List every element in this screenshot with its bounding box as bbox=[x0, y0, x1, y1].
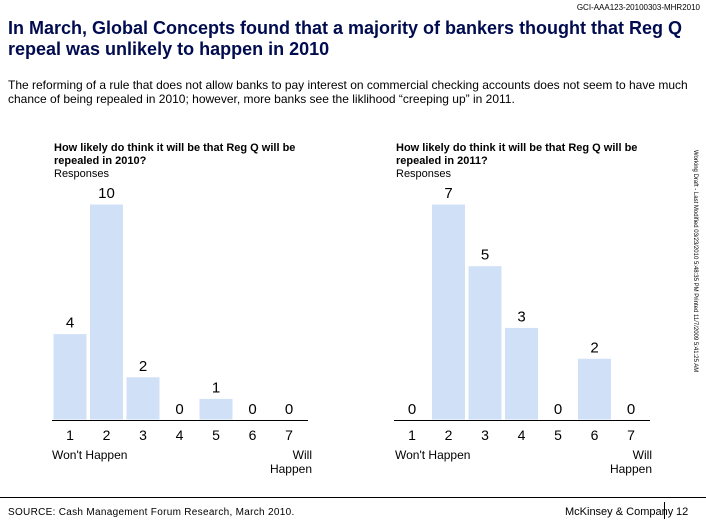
chart-2-data-label: 3 bbox=[517, 308, 525, 325]
source-note: SOURCE: Cash Management Forum Research, … bbox=[8, 507, 295, 518]
chart-1-data-label: 0 bbox=[248, 401, 256, 418]
draft-stamp-text: Working Draft - Last Modified 03/23/2010… bbox=[692, 150, 698, 373]
chart-1: 4 1 10 2 2 3 0 4 1 5 0 6 0 7 bbox=[52, 185, 308, 443]
document-id: GCI-AAA123-20100303-MHR2010 bbox=[576, 3, 700, 12]
chart-1-tick-label: 6 bbox=[249, 427, 257, 443]
chart-1-data-label: 10 bbox=[98, 185, 115, 202]
chart-1-tick-label: 3 bbox=[139, 427, 147, 443]
chart-2-data-label: 7 bbox=[444, 185, 452, 202]
page-number: 12 bbox=[676, 506, 689, 518]
chart-2-tick-label: 4 bbox=[518, 427, 526, 443]
chart-1-high-label: Will Happen bbox=[269, 448, 312, 476]
company-name: McKinsey & Company bbox=[565, 506, 674, 518]
chart-1-subtitle: Responses bbox=[54, 168, 110, 180]
chart-2-data-label: 0 bbox=[408, 401, 416, 418]
chart-1-bar bbox=[198, 397, 234, 421]
chart-2-tick-label: 5 bbox=[554, 427, 562, 443]
footer-divider bbox=[0, 497, 706, 498]
chart-2-data-label: 5 bbox=[481, 247, 489, 264]
chart-2-data-label: 0 bbox=[627, 401, 635, 418]
chart-2-bar bbox=[467, 265, 503, 421]
chart-2-high-label: Will Happen bbox=[609, 448, 652, 476]
chart-2-tick-label: 7 bbox=[627, 427, 635, 443]
chart-1-tick-label: 1 bbox=[66, 427, 74, 443]
chart-1-bar bbox=[52, 333, 88, 421]
chart-2-data-label: 0 bbox=[554, 401, 562, 418]
summary-text: The reforming of a rule that does not al… bbox=[8, 78, 688, 106]
chart-1-bar bbox=[89, 203, 124, 421]
chart-2-tick-label: 2 bbox=[445, 427, 453, 443]
chart-1-tick-label: 4 bbox=[176, 427, 184, 443]
chart-1-data-label: 0 bbox=[285, 401, 293, 418]
chart-1-bar bbox=[125, 376, 161, 421]
chart-1-title-block: How likely do think it will be that Reg … bbox=[54, 142, 314, 181]
chart-1-title: How likely do think it will be that Reg … bbox=[54, 142, 296, 167]
chart-1-data-label: 1 bbox=[212, 379, 220, 396]
chart-2-low-label: Won't Happen bbox=[395, 448, 471, 462]
chart-2-bar bbox=[577, 357, 612, 421]
chart-1-data-label: 4 bbox=[66, 315, 74, 332]
chart-1-tick-label: 5 bbox=[212, 427, 220, 443]
chart-1-tick-label: 2 bbox=[103, 427, 111, 443]
chart-1-data-label: 2 bbox=[139, 358, 147, 375]
draft-stamp: Working Draft - Last Modified 03/23/2010… bbox=[692, 150, 706, 380]
chart-2-data-label: 2 bbox=[590, 339, 598, 356]
chart-2-bar bbox=[431, 203, 466, 421]
chart-2-subtitle: Responses bbox=[396, 168, 452, 180]
chart-2-title-block: How likely do think it will be that Reg … bbox=[396, 142, 656, 181]
chart-2: 0 1 7 2 5 3 3 4 0 5 2 6 0 7 bbox=[394, 185, 650, 443]
chart-1-tick-label: 7 bbox=[285, 427, 293, 443]
chart-2-title: How likely do think it will be that Reg … bbox=[396, 142, 638, 167]
chart-1-low-label: Won't Happen bbox=[52, 448, 128, 462]
chart-2-tick-label: 3 bbox=[481, 427, 489, 443]
chart-2-bar bbox=[504, 326, 539, 421]
page-title: In March, Global Concepts found that a m… bbox=[8, 18, 683, 59]
chart-2-tick-label: 6 bbox=[591, 427, 599, 443]
footer-separator bbox=[664, 502, 665, 519]
chart-2-tick-label: 1 bbox=[408, 427, 416, 443]
chart-1-data-label: 0 bbox=[175, 401, 183, 418]
